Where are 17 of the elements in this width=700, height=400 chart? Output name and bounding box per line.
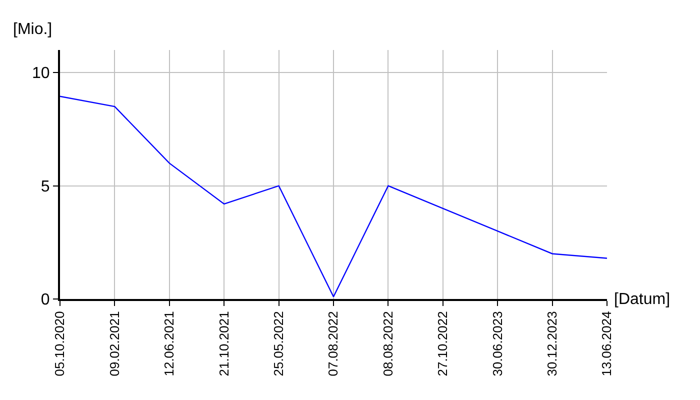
y-tick-label: 10 [32, 65, 50, 82]
x-tick-label: 21.10.2021 [216, 311, 232, 376]
y-tick-label: 5 [40, 178, 50, 196]
x-tick-label: 25.05.2022 [271, 311, 286, 376]
x-tick-label: 13.06.2024 [599, 311, 614, 376]
x-axis-title: [Datum] [614, 291, 670, 308]
y-axis-title: [Mio.] [13, 21, 52, 38]
x-tick-label: 05.10.2020 [52, 311, 68, 376]
x-tick-label: 12.06.2021 [162, 311, 177, 376]
y-tick-label: 0 [40, 292, 50, 309]
x-tick-label: 08.08.2022 [380, 311, 396, 376]
line-series [60, 96, 607, 298]
x-tick-label: 30.12.2023 [544, 311, 560, 376]
x-tick-label: 09.02.2021 [106, 311, 122, 376]
x-tick-label: 27.10.2022 [435, 311, 450, 376]
x-tick-label: 07.08.2022 [326, 311, 341, 376]
x-tick-label: 30.06.2023 [490, 311, 505, 376]
